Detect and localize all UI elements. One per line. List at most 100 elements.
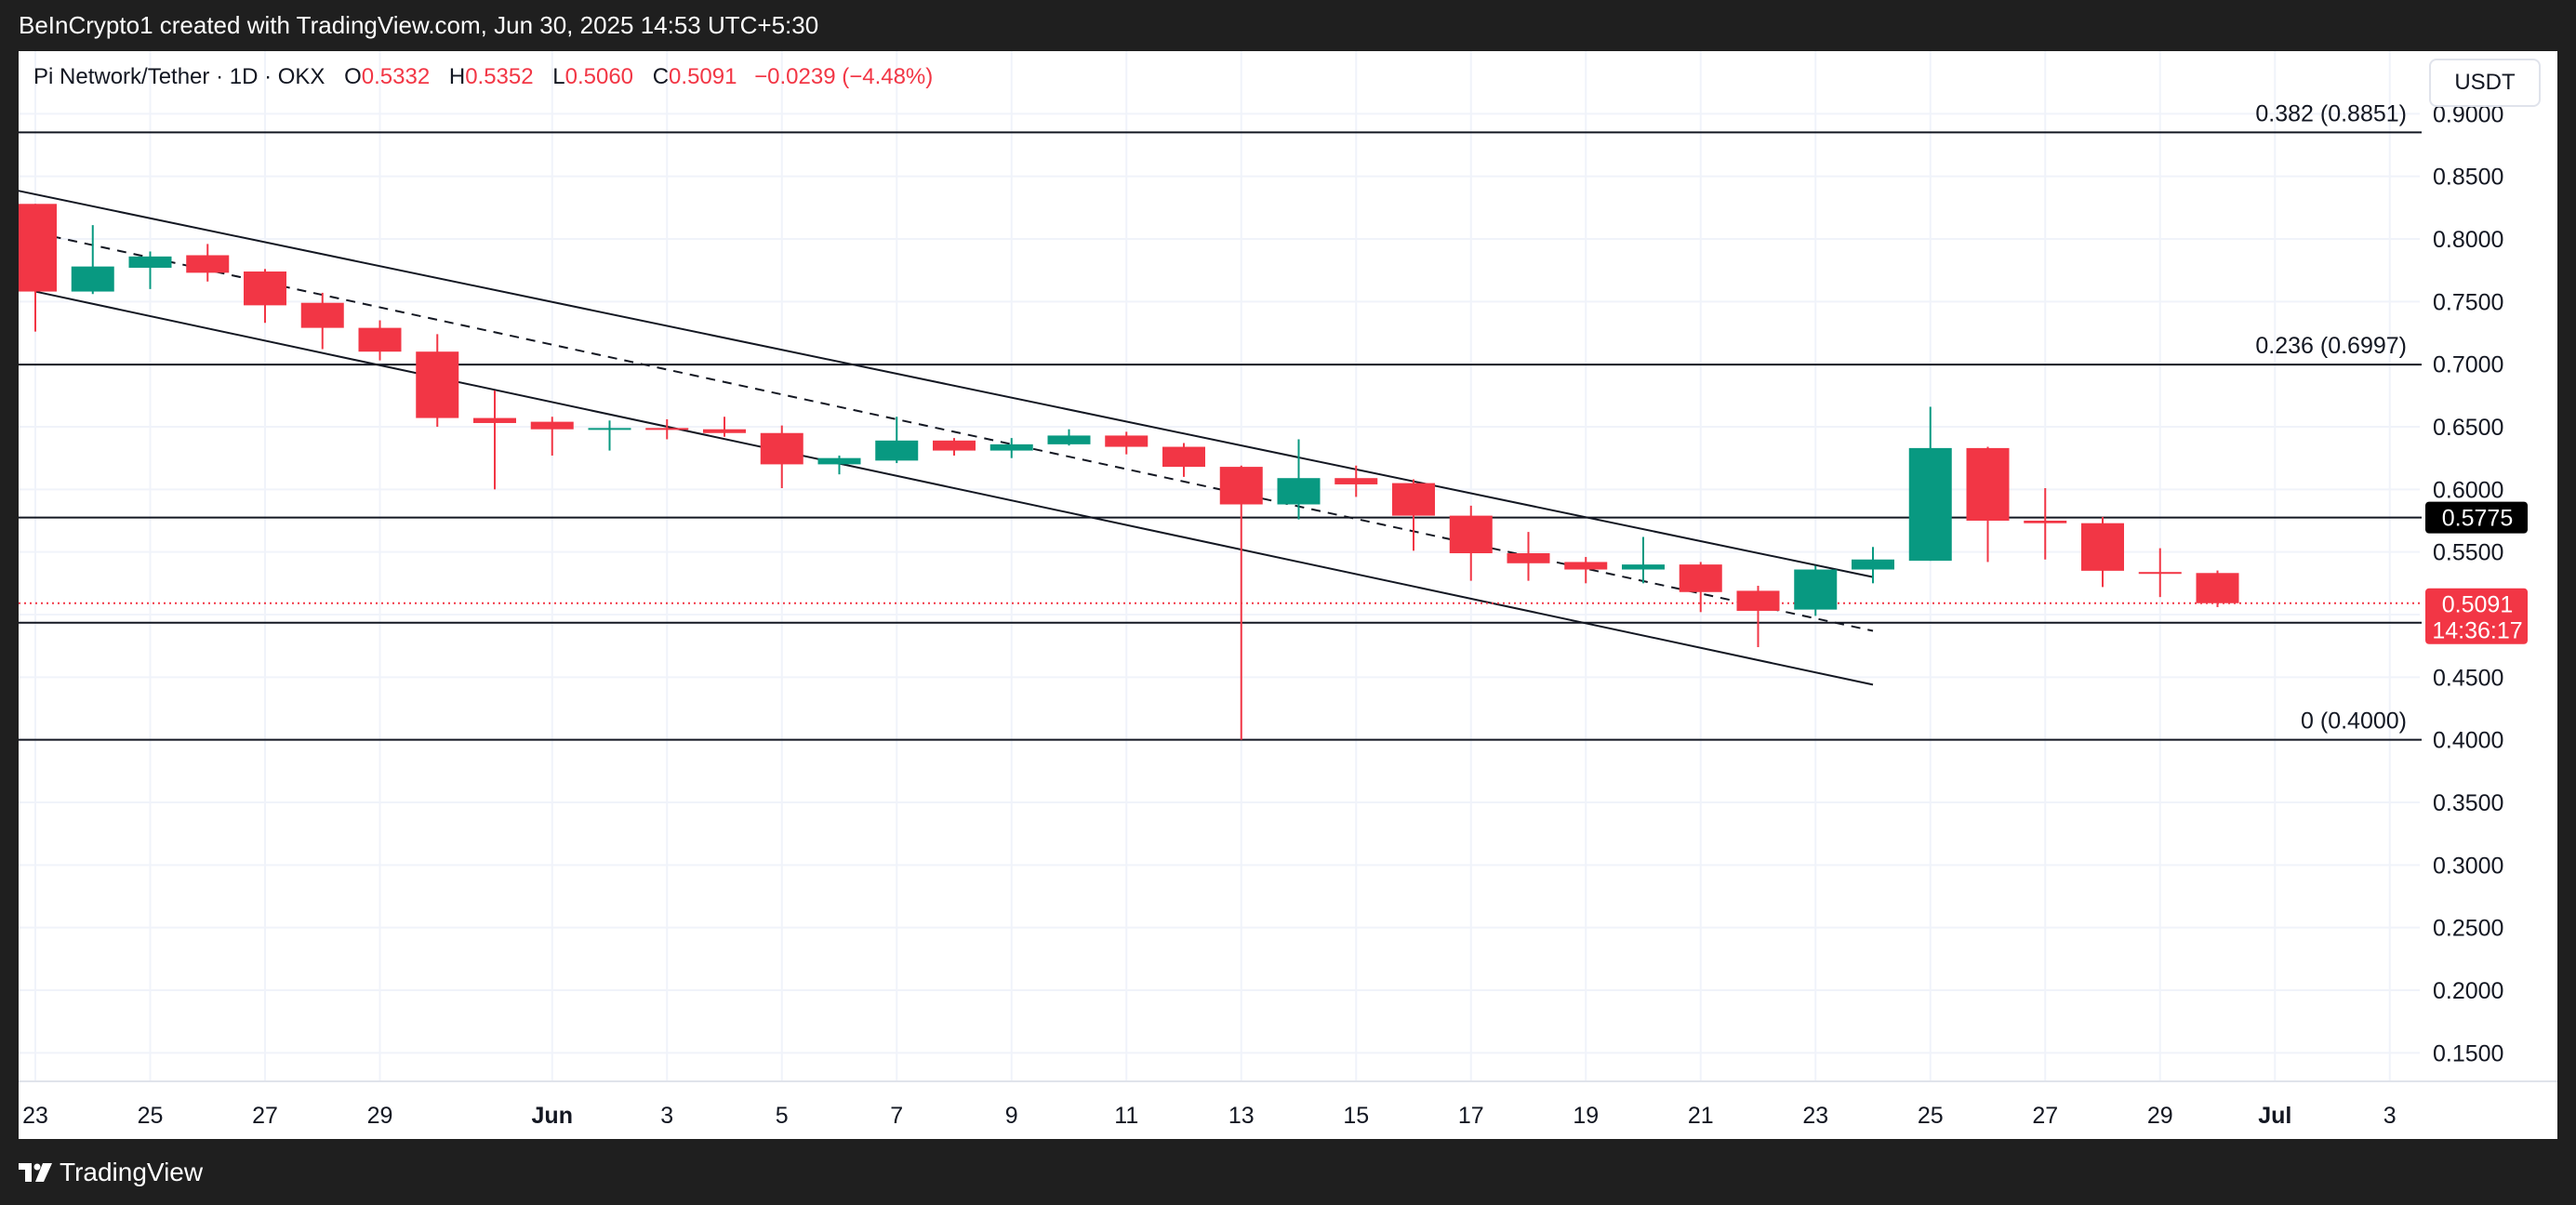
candle-body (588, 428, 631, 430)
candle (645, 418, 689, 440)
candle-body (1105, 435, 1149, 447)
candle-body (1622, 564, 1665, 570)
x-tick-label: 21 (1688, 1103, 1714, 1129)
fib-level-label: 0.382 (0.8851) (2255, 100, 2407, 126)
candle (186, 244, 230, 282)
candle-body (760, 432, 803, 465)
candle-body (2138, 572, 2182, 575)
x-tick-label: 3 (660, 1103, 673, 1129)
current-price-label-text: 0.5091 (2442, 592, 2513, 618)
candle (703, 417, 746, 437)
current-price-label-bg (2425, 588, 2528, 644)
candle (71, 225, 114, 295)
level-price-label-text: 0.5775 (2442, 506, 2513, 532)
candle-body (1162, 446, 1205, 468)
candle (1334, 465, 1378, 497)
chart-panel[interactable]: 0.1500 0.2000 0.2500 0.3000 0.3500 0.4000 0.45… (19, 51, 2557, 1139)
symbol-name[interactable]: Pi Network/Tether · 1D · OKX (33, 64, 325, 89)
candles (19, 204, 2239, 740)
candle (1679, 562, 1722, 613)
y-tick-label: 0.2000 (2433, 978, 2503, 1004)
ohlc-legend: Pi Network/Tether · 1D · OKX O0.5332 H0.… (33, 64, 933, 90)
grid-lines (19, 51, 2420, 1080)
candle (530, 417, 574, 456)
candle (1507, 532, 1550, 581)
candle-body (1564, 562, 1608, 570)
candle-body (1219, 467, 1263, 505)
candle (1392, 479, 1435, 551)
candle-body (128, 256, 172, 268)
candle (1047, 429, 1091, 446)
candle (244, 269, 286, 324)
tradingview-brand[interactable]: TradingView (19, 1139, 203, 1205)
candle-body (703, 429, 746, 433)
level-price-label-bg (2425, 501, 2528, 534)
y-tick-label: 0.8000 (2433, 227, 2503, 253)
candle (2196, 570, 2239, 607)
fib-level-label: 0 (0.4000) (2301, 708, 2407, 735)
candle-body (1908, 447, 1952, 562)
candle (358, 320, 402, 361)
candle-body (1392, 483, 1435, 516)
candle-body (186, 255, 230, 273)
candle-body (19, 204, 57, 292)
low-value: 0.5060 (564, 64, 634, 89)
tradingview-brand-label: TradingView (60, 1158, 204, 1186)
candle (933, 438, 976, 456)
candle (1564, 557, 1608, 584)
x-tick-label: 17 (1458, 1103, 1484, 1129)
candle (1162, 443, 1205, 477)
candle (760, 425, 803, 488)
channel-line (34, 290, 1874, 686)
level-price-label: 0.5775 (2425, 501, 2528, 534)
candle-body (1449, 515, 1493, 554)
x-tick-label: 3 (2383, 1103, 2397, 1129)
low-label: L (552, 64, 565, 89)
channel-line (19, 190, 1874, 578)
candle-body (473, 417, 516, 423)
candle-body (1334, 478, 1378, 484)
candle-body (817, 457, 861, 465)
x-tick-label: 19 (1573, 1103, 1599, 1129)
y-tick-label: 0.6000 (2433, 477, 2503, 503)
candle-body (645, 428, 689, 430)
high-value: 0.5352 (465, 64, 534, 89)
x-tick-label: 29 (367, 1103, 393, 1129)
candle-body (358, 327, 402, 352)
caption-bar: BeInCrypto1 created with TradingView.com… (0, 0, 2576, 51)
candle-body (416, 351, 459, 418)
candle-body (933, 440, 976, 451)
candle (1219, 465, 1263, 740)
candle (1908, 406, 1952, 562)
candle (1966, 446, 2010, 563)
candle (1852, 547, 1894, 584)
x-tick-label: 7 (890, 1103, 903, 1129)
high-label: H (448, 64, 466, 89)
candle-body (1507, 553, 1550, 563)
candle (1105, 431, 1149, 455)
x-tick-label: 25 (1918, 1103, 1944, 1129)
candle (19, 204, 57, 332)
y-tick-label: 0.6500 (2433, 415, 2503, 441)
y-tick-label: 0.5500 (2433, 540, 2503, 566)
y-tick-label: 0.7500 (2433, 289, 2503, 315)
open-value: 0.5332 (361, 64, 431, 89)
caption-text: BeInCrypto1 created with TradingView.com… (19, 11, 819, 39)
y-tick-label: 0.3000 (2433, 853, 2503, 879)
y-tick-label: 0.7000 (2433, 352, 2503, 378)
candle (2024, 487, 2067, 560)
y-tick-label: 0.8500 (2433, 165, 2503, 191)
candle-body (530, 421, 574, 430)
y-tick-label: 0.1500 (2433, 1040, 2503, 1066)
candle (416, 334, 459, 427)
candle (1622, 536, 1665, 584)
candle (1794, 565, 1838, 616)
y-tick-label: 0.3500 (2433, 790, 2503, 816)
candle-body (875, 440, 919, 461)
price-chart[interactable]: 0.1500 0.2000 0.2500 0.3000 0.3500 0.4000 0.45… (19, 51, 2557, 1139)
candle-body (2024, 521, 2067, 523)
candle-body (71, 266, 114, 292)
currency-button[interactable]: USDT (2429, 59, 2541, 107)
x-tick-label: 11 (1114, 1103, 1138, 1129)
